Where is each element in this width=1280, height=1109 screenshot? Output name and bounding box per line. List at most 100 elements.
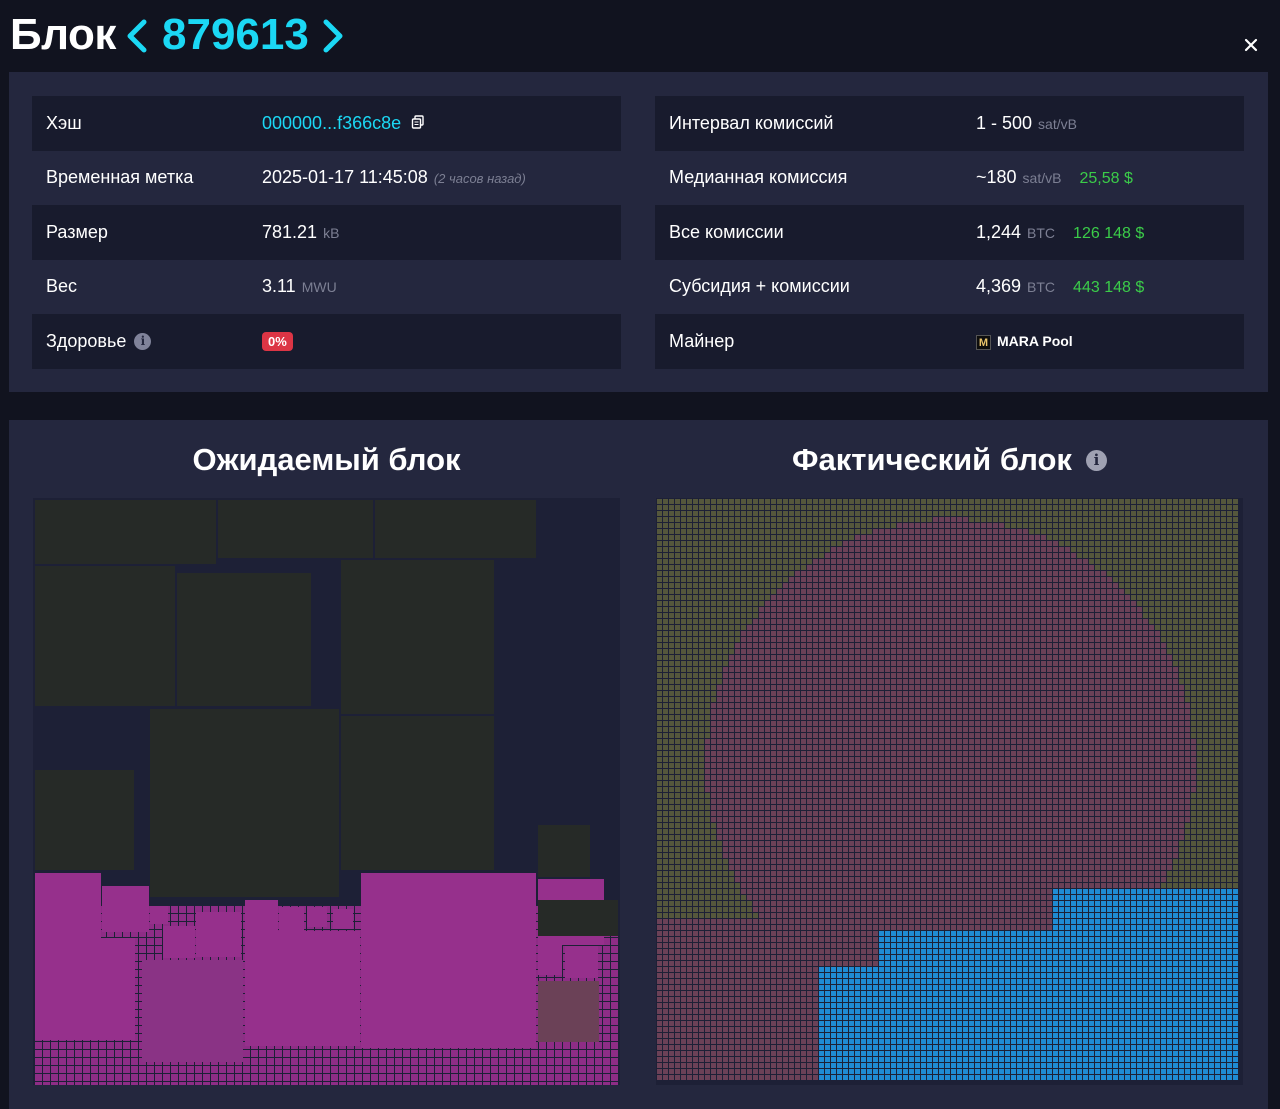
tx-cell[interactable] bbox=[855, 601, 860, 606]
tx-block[interactable] bbox=[163, 1074, 170, 1081]
tx-cell[interactable] bbox=[1167, 523, 1172, 528]
tx-cell[interactable] bbox=[891, 553, 896, 558]
tx-cell[interactable] bbox=[1185, 631, 1190, 636]
tx-block[interactable] bbox=[547, 1050, 554, 1057]
actual-block-grid[interactable] bbox=[656, 498, 1243, 1085]
tx-cell[interactable] bbox=[1065, 505, 1070, 510]
tx-cell[interactable] bbox=[1149, 589, 1154, 594]
tx-cell[interactable] bbox=[981, 517, 986, 522]
tx-cell[interactable] bbox=[759, 679, 764, 684]
tx-block[interactable] bbox=[227, 1082, 234, 1085]
tx-cell[interactable] bbox=[729, 577, 734, 582]
tx-cell[interactable] bbox=[1059, 649, 1064, 654]
tx-cell[interactable] bbox=[1119, 649, 1124, 654]
tx-cell[interactable] bbox=[1035, 571, 1040, 576]
tx-block[interactable] bbox=[341, 560, 494, 714]
tx-cell[interactable] bbox=[1125, 583, 1130, 588]
tx-cell[interactable] bbox=[1203, 631, 1208, 636]
tx-cell[interactable] bbox=[1197, 505, 1202, 510]
tx-cell[interactable] bbox=[675, 655, 680, 660]
tx-cell[interactable] bbox=[1137, 601, 1142, 606]
tx-cell[interactable] bbox=[861, 685, 866, 690]
tx-block[interactable] bbox=[547, 1082, 554, 1085]
tx-cell[interactable] bbox=[1227, 625, 1232, 630]
tx-cell[interactable] bbox=[1233, 637, 1238, 642]
tx-block[interactable] bbox=[523, 1066, 530, 1073]
tx-cell[interactable] bbox=[1137, 499, 1142, 504]
tx-cell[interactable] bbox=[1155, 559, 1160, 564]
tx-cell[interactable] bbox=[1137, 631, 1142, 636]
tx-cell[interactable] bbox=[1113, 499, 1118, 504]
tx-cell[interactable] bbox=[1023, 505, 1028, 510]
tx-cell[interactable] bbox=[747, 559, 752, 564]
tx-cell[interactable] bbox=[891, 613, 896, 618]
tx-cell[interactable] bbox=[1209, 571, 1214, 576]
tx-cell[interactable] bbox=[903, 595, 908, 600]
tx-cell[interactable] bbox=[783, 679, 788, 684]
tx-cell[interactable] bbox=[669, 643, 674, 648]
tx-cell[interactable] bbox=[675, 649, 680, 654]
tx-cell[interactable] bbox=[765, 499, 770, 504]
tx-cell[interactable] bbox=[723, 673, 728, 678]
tx-cell[interactable] bbox=[1131, 619, 1136, 624]
tx-cell[interactable] bbox=[663, 679, 668, 684]
tx-cell[interactable] bbox=[1155, 649, 1160, 654]
tx-block[interactable] bbox=[115, 1042, 122, 1049]
tx-cell[interactable] bbox=[1233, 505, 1238, 510]
tx-cell[interactable] bbox=[675, 559, 680, 564]
tx-cell[interactable] bbox=[849, 511, 854, 516]
tx-cell[interactable] bbox=[921, 559, 926, 564]
tx-cell[interactable] bbox=[657, 697, 662, 702]
tx-cell[interactable] bbox=[735, 547, 740, 552]
tx-cell[interactable] bbox=[1053, 655, 1058, 660]
tx-cell[interactable] bbox=[819, 547, 824, 552]
tx-cell[interactable] bbox=[987, 625, 992, 630]
tx-cell[interactable] bbox=[1041, 637, 1046, 642]
tx-cell[interactable] bbox=[1017, 649, 1022, 654]
tx-cell[interactable] bbox=[741, 523, 746, 528]
tx-cell[interactable] bbox=[777, 625, 782, 630]
tx-cell[interactable] bbox=[759, 631, 764, 636]
tx-cell[interactable] bbox=[921, 505, 926, 510]
tx-cell[interactable] bbox=[987, 541, 992, 546]
tx-cell[interactable] bbox=[1011, 517, 1016, 522]
tx-cell[interactable] bbox=[1221, 595, 1226, 600]
tx-cell[interactable] bbox=[1191, 619, 1196, 624]
tx-cell[interactable] bbox=[729, 595, 734, 600]
tx-cell[interactable] bbox=[999, 499, 1004, 504]
tx-cell[interactable] bbox=[789, 577, 794, 582]
tx-block[interactable] bbox=[523, 1058, 530, 1065]
tx-cell[interactable] bbox=[717, 697, 722, 702]
tx-cell[interactable] bbox=[669, 499, 674, 504]
tx-cell[interactable] bbox=[705, 637, 710, 642]
tx-cell[interactable] bbox=[717, 685, 722, 690]
tx-cell[interactable] bbox=[1089, 559, 1094, 564]
tx-cell[interactable] bbox=[993, 643, 998, 648]
tx-cell[interactable] bbox=[747, 517, 752, 522]
tx-cell[interactable] bbox=[819, 643, 824, 648]
tx-cell[interactable] bbox=[855, 691, 860, 696]
tx-cell[interactable] bbox=[795, 661, 800, 666]
tx-cell[interactable] bbox=[1143, 499, 1148, 504]
tx-cell[interactable] bbox=[903, 685, 908, 690]
tx-cell[interactable] bbox=[723, 625, 728, 630]
tx-cell[interactable] bbox=[957, 625, 962, 630]
tx-block[interactable] bbox=[355, 914, 362, 921]
tx-cell[interactable] bbox=[939, 613, 944, 618]
tx-cell[interactable] bbox=[1107, 499, 1112, 504]
tx-block[interactable] bbox=[139, 1082, 146, 1085]
tx-cell[interactable] bbox=[1047, 583, 1052, 588]
tx-cell[interactable] bbox=[933, 637, 938, 642]
tx-cell[interactable] bbox=[1017, 661, 1022, 666]
tx-cell[interactable] bbox=[1155, 595, 1160, 600]
tx-cell[interactable] bbox=[1011, 601, 1016, 606]
tx-cell[interactable] bbox=[1083, 679, 1088, 684]
tx-cell[interactable] bbox=[699, 631, 704, 636]
tx-cell[interactable] bbox=[801, 505, 806, 510]
tx-cell[interactable] bbox=[837, 511, 842, 516]
tx-cell[interactable] bbox=[927, 565, 932, 570]
tx-cell[interactable] bbox=[1233, 499, 1238, 504]
tx-cell[interactable] bbox=[753, 565, 758, 570]
tx-cell[interactable] bbox=[1101, 661, 1106, 666]
tx-cell[interactable] bbox=[1089, 499, 1094, 504]
